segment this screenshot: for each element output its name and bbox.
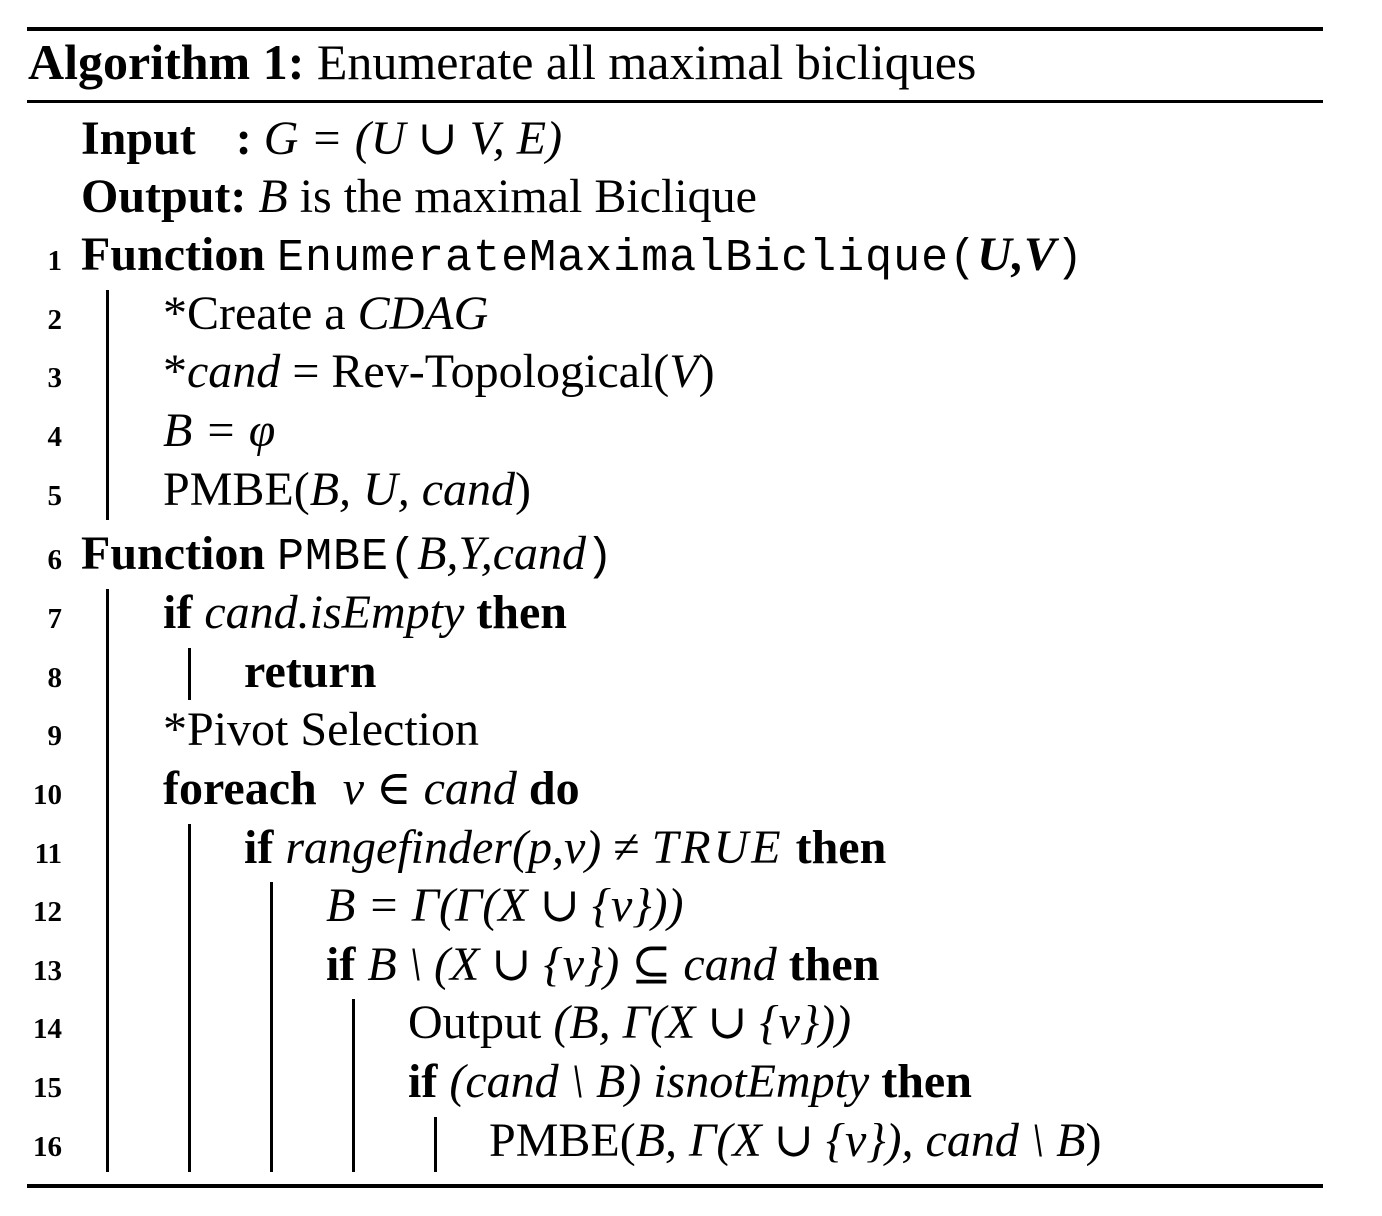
loop-condition: v ∈ cand <box>342 762 517 815</box>
line-number: 3 <box>47 362 63 394</box>
algo-line-14: Output (B, Γ(X ∪ {v})) <box>408 994 851 1052</box>
function-name: PMBE <box>277 532 390 583</box>
keyword-function: Function <box>81 228 266 281</box>
algo-line-6: Function PMBE(B,Y,cand) <box>81 525 614 587</box>
algo-line-13: if B \ (X ∪ {v}) ⊆ cand then <box>326 936 879 994</box>
line-number: 16 <box>33 1131 62 1163</box>
input-value: G = (U ∪ V, E) <box>263 112 563 165</box>
line-number: 6 <box>47 544 63 576</box>
condition: rangefinder(p,v) <box>285 821 602 874</box>
keyword-if: if <box>163 586 193 639</box>
call-close: ) <box>1085 1114 1102 1167</box>
keyword-if: if <box>408 1055 438 1108</box>
line-number: 1 <box>47 245 63 277</box>
call-args: B, U, cand <box>309 463 515 516</box>
line-number: 2 <box>47 304 63 336</box>
block-bar <box>352 999 355 1172</box>
top-rule <box>27 27 1323 31</box>
line-number: 15 <box>33 1072 62 1104</box>
bottom-rule <box>27 1184 1323 1188</box>
open-paren: ( <box>949 233 978 284</box>
close-paren: ) <box>1055 233 1084 284</box>
close-paren: ) <box>586 532 615 583</box>
keyword-then: then <box>881 1055 972 1108</box>
relation: ≠ <box>613 821 640 874</box>
keyword-if: if <box>244 821 274 874</box>
function-args: U,V <box>977 228 1056 281</box>
call-close: ) <box>515 463 531 516</box>
line-number: 13 <box>33 955 62 987</box>
keyword-do: do <box>528 762 580 815</box>
algo-line-9: *Pivot Selection <box>163 701 479 759</box>
block-bar <box>106 589 109 1172</box>
caption-title: Enumerate all maximal bicliques <box>316 34 977 90</box>
algo-line-1: Function EnumerateMaximalBiclique(U,V) <box>81 226 1084 288</box>
open-paren: ( <box>389 532 418 583</box>
algo-line-15: if (cand \ B) isnotEmpty then <box>408 1053 972 1111</box>
block-bar <box>188 648 191 700</box>
statement-math: B = Γ(Γ(X ∪ {v})) <box>326 879 684 932</box>
keyword-then: then <box>788 938 880 991</box>
line-number: 5 <box>47 480 63 512</box>
statement-math: B = φ <box>163 404 276 457</box>
statement-text: *Create a <box>163 287 346 340</box>
keyword-function: Function <box>81 527 266 580</box>
algo-line-11: if rangefinder(p,v) ≠ TRUE then <box>244 819 886 877</box>
keyword-then: then <box>795 821 887 874</box>
line-number: 9 <box>47 720 63 752</box>
line-number: 12 <box>33 896 62 928</box>
output-text: is the maximal Biclique <box>299 170 757 223</box>
input-line: Input: G = (U ∪ V, E) <box>81 110 562 168</box>
line-number: 8 <box>47 662 63 694</box>
input-colon: : <box>235 112 252 165</box>
caption-label: Algorithm 1: <box>28 34 305 90</box>
algo-line-10: foreach v ∈ cand do <box>163 760 580 818</box>
call-name: PMBE( <box>489 1114 636 1167</box>
line-number: 4 <box>47 421 63 453</box>
keyword-return: return <box>244 645 377 698</box>
algo-line-3: *cand = Rev-Topological(V) <box>163 343 715 401</box>
algo-line-7: if cand.isEmpty then <box>163 584 567 642</box>
statement-text: *Pivot Selection <box>163 703 479 756</box>
statement-star: * <box>163 345 187 398</box>
algo-line-12: B = Γ(Γ(X ∪ {v})) <box>326 877 684 935</box>
condition-value: TRUE <box>651 821 784 874</box>
statement-arg: V <box>669 345 699 398</box>
statement-math: CDAG <box>357 287 489 340</box>
statement-text: Output <box>408 996 542 1049</box>
condition: (cand \ B) isnotEmpty <box>449 1055 870 1108</box>
call-args: B, Γ(X ∪ {v}), cand \ B <box>635 1114 1086 1167</box>
keyword-then: then <box>476 586 567 639</box>
statement-math: (B, Γ(X ∪ {v})) <box>553 996 852 1049</box>
line-number: 14 <box>33 1013 62 1045</box>
algo-line-2: *Create a CDAG <box>163 285 488 343</box>
algo-line-5: PMBE(B, U, cand) <box>163 461 531 519</box>
output-keyword: Output: <box>81 170 247 223</box>
algo-line-4: B = φ <box>163 402 275 460</box>
line-number: 7 <box>47 603 63 635</box>
input-keyword: Input <box>81 112 196 165</box>
call-name: PMBE( <box>163 463 310 516</box>
keyword-foreach: foreach <box>163 762 317 815</box>
block-bar <box>270 882 273 1172</box>
statement-close: ) <box>698 345 715 398</box>
output-line: Output: B is the maximal Biclique <box>81 168 757 226</box>
algo-line-8: return <box>244 643 376 701</box>
algo-line-16: PMBE(B, Γ(X ∪ {v}), cand \ B) <box>489 1112 1101 1170</box>
condition: cand.isEmpty <box>204 586 465 639</box>
block-bar <box>434 1117 437 1172</box>
output-var: B <box>258 170 288 223</box>
block-bar <box>106 290 109 520</box>
keyword-if: if <box>326 938 356 991</box>
algorithm-caption: Algorithm 1: Enumerate all maximal bicli… <box>28 30 976 94</box>
condition: B \ (X ∪ {v}) ⊆ cand <box>367 938 777 991</box>
line-number: 10 <box>33 779 62 811</box>
function-name: EnumerateMaximalBiclique <box>277 233 950 284</box>
statement-text: = Rev-Topological( <box>292 345 670 398</box>
block-bar <box>188 824 191 1172</box>
caption-rule <box>27 100 1323 103</box>
statement-var: cand <box>187 345 281 398</box>
function-args: B,Y,cand <box>417 527 586 580</box>
line-number: 11 <box>34 838 62 870</box>
